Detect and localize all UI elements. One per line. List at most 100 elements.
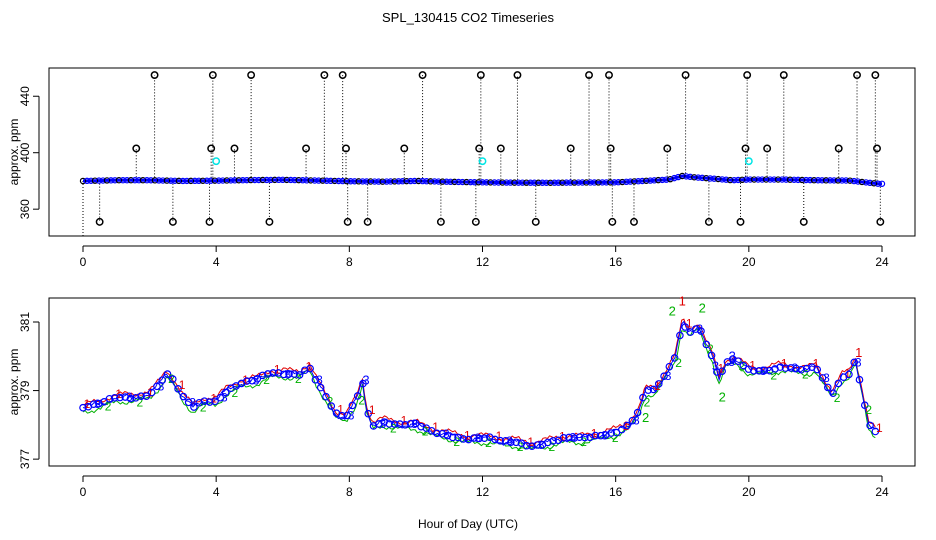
baseline-point xyxy=(223,177,231,184)
spike-low-point xyxy=(704,217,713,226)
series-marker-label: 1 xyxy=(147,386,154,400)
series-marker-label: 1 xyxy=(813,357,820,371)
baseline-point xyxy=(359,178,366,185)
spike-high-point xyxy=(418,71,427,80)
baseline-point xyxy=(231,177,239,184)
spike-high-point xyxy=(247,71,256,80)
baseline-point xyxy=(726,176,734,184)
baseline-point xyxy=(695,174,702,181)
data-point xyxy=(385,420,394,428)
baseline-point xyxy=(331,177,338,185)
baseline-point xyxy=(339,177,346,185)
data-point xyxy=(860,401,869,409)
baseline-point xyxy=(471,179,478,186)
baseline-point xyxy=(547,179,554,186)
cyan-point xyxy=(744,157,753,166)
baseline-point xyxy=(203,177,211,184)
series-marker-label: 1 xyxy=(654,379,661,393)
data-point xyxy=(824,383,832,392)
spike-mid-point xyxy=(741,144,750,153)
data-point xyxy=(755,367,763,375)
x-tick-label: 12 xyxy=(476,485,490,499)
data-point xyxy=(438,429,446,438)
data-point xyxy=(411,419,420,428)
baseline-point xyxy=(703,174,710,182)
data-point xyxy=(158,376,167,384)
series-marker-label: 2 xyxy=(453,435,460,449)
outlier-label: 3 xyxy=(362,372,369,387)
baseline-point xyxy=(175,177,183,185)
data-point xyxy=(697,327,705,335)
series-marker-label: 1 xyxy=(559,430,566,444)
data-point xyxy=(570,434,579,442)
series-marker-label: 3 xyxy=(284,367,291,381)
data-point xyxy=(364,409,373,418)
baseline-point xyxy=(838,177,846,184)
series-marker-label: 2 xyxy=(548,440,555,454)
data-point xyxy=(269,369,277,377)
data-point xyxy=(142,392,151,400)
spike-mid-point xyxy=(763,144,772,153)
data-point xyxy=(200,397,209,405)
baseline-point xyxy=(850,177,858,185)
spike-high-point xyxy=(150,71,159,80)
baseline-point xyxy=(299,177,306,184)
spike-high-point xyxy=(208,71,217,80)
series-marker-label: 3 xyxy=(696,322,703,336)
baseline-point xyxy=(391,178,398,185)
baseline-point xyxy=(734,176,742,184)
data-point xyxy=(750,367,758,375)
baseline-point xyxy=(227,177,235,184)
baseline-point xyxy=(287,176,294,184)
series-marker-label: 2 xyxy=(834,391,841,405)
x-tick-label: 0 xyxy=(80,255,87,269)
baseline-point xyxy=(635,178,642,185)
spike-mid-point xyxy=(606,144,615,153)
baseline-point xyxy=(575,179,582,186)
baseline-point xyxy=(834,177,842,184)
x-tick-label: 24 xyxy=(875,255,889,269)
baseline-point xyxy=(371,178,378,185)
x-tick-label: 20 xyxy=(742,485,756,499)
series-marker-label: 3 xyxy=(791,361,798,375)
series-marker-label: 2 xyxy=(136,396,143,410)
data-point xyxy=(89,400,98,408)
baseline-point xyxy=(814,177,822,184)
series-marker-label: 1 xyxy=(591,427,598,441)
series-marker-label: 1 xyxy=(844,367,851,381)
data-point xyxy=(533,441,542,449)
data-point xyxy=(475,434,483,443)
baseline-point xyxy=(191,177,199,185)
series-marker-label: 2 xyxy=(770,368,777,382)
data-point xyxy=(802,364,811,373)
data-point xyxy=(359,379,367,388)
baseline-point xyxy=(259,176,266,184)
baseline-point xyxy=(303,177,310,184)
outlier-label: 2 xyxy=(699,300,706,315)
data-point xyxy=(718,367,726,375)
spike-mid-point xyxy=(566,144,575,153)
series-marker-label: 3 xyxy=(823,371,830,385)
baseline-point xyxy=(415,177,422,185)
spike-mid-point xyxy=(873,144,881,153)
spike-low-point xyxy=(799,217,808,226)
baseline-point xyxy=(778,176,786,183)
baseline-point xyxy=(347,178,354,185)
series-marker-label: 2 xyxy=(802,368,809,382)
baseline-point xyxy=(215,177,223,184)
series-marker-label: 1 xyxy=(337,403,344,417)
data-point xyxy=(306,364,314,373)
x-tick-label: 20 xyxy=(742,255,756,269)
data-point xyxy=(110,394,119,402)
outlier-label: 2 xyxy=(642,410,649,425)
x-tick-label: 8 xyxy=(346,255,353,269)
baseline-point xyxy=(307,177,314,184)
baseline-point xyxy=(467,178,474,186)
baseline-point xyxy=(858,178,866,186)
baseline-point xyxy=(279,176,286,184)
baseline-point xyxy=(147,177,155,184)
baseline-point xyxy=(699,174,706,182)
series-marker-label: 3 xyxy=(570,430,577,444)
baseline-point xyxy=(463,178,470,186)
data-point xyxy=(163,370,172,378)
